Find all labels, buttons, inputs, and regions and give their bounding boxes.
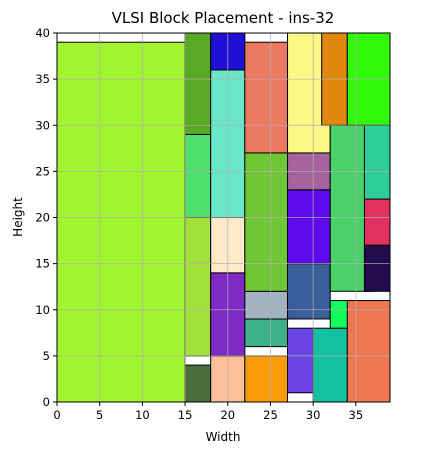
block-13 (244, 152, 289, 292)
block-1 (184, 364, 212, 403)
x-tick-label: 10 (135, 408, 150, 422)
block-17 (287, 189, 331, 265)
x-tick-label: 35 (349, 408, 364, 422)
block-10 (244, 355, 289, 403)
block-11 (244, 318, 289, 348)
x-axis-label: Width (206, 430, 241, 444)
y-tick-label: 0 (43, 395, 50, 409)
x-tick-label: 0 (53, 408, 60, 422)
x-tick-label: 15 (178, 408, 193, 422)
y-tick-label: 25 (35, 164, 50, 178)
y-tick-label: 40 (35, 26, 50, 40)
block-12 (244, 290, 289, 320)
y-ticks: 0 5 10 15 20 25 30 35 40 (35, 26, 57, 409)
y-tick-label: 35 (35, 72, 50, 86)
block-25 (363, 244, 391, 292)
chart-title: VLSI Block Placement - ins-32 (112, 9, 335, 27)
y-tick-label: 10 (35, 303, 50, 317)
y-tick-label: 20 (35, 211, 50, 225)
block-0 (56, 41, 186, 403)
x-tick-label: 20 (220, 408, 235, 422)
block-20 (312, 327, 348, 403)
x-tick-label: 25 (263, 408, 278, 422)
block-16 (287, 263, 331, 320)
block-2 (184, 217, 212, 357)
block-15 (287, 327, 314, 394)
block-26 (363, 198, 391, 246)
y-tick-label: 15 (35, 257, 50, 271)
x-ticks: 0 5 10 15 20 25 30 35 (53, 402, 363, 422)
block-14 (244, 41, 289, 154)
y-tick-label: 30 (35, 118, 50, 132)
block-3 (184, 133, 212, 219)
block-27 (363, 124, 391, 200)
x-tick-label: 30 (306, 408, 321, 422)
y-tick-label: 5 (43, 349, 50, 363)
block-24 (346, 300, 391, 403)
y-axis-label: Height (11, 197, 25, 237)
x-tick-label: 5 (96, 408, 103, 422)
block-4 (184, 32, 212, 135)
